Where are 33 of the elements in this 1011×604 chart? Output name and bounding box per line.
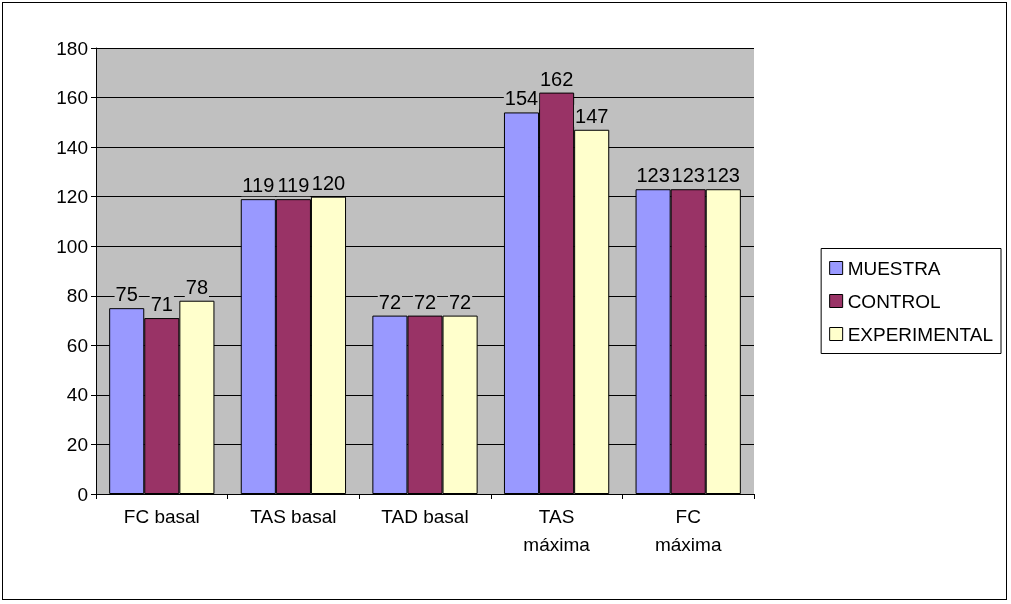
legend-label: EXPERIMENTAL <box>847 323 994 345</box>
x-tick-label: FC basal <box>123 505 200 527</box>
y-tick-label: 160 <box>56 87 88 109</box>
data-label: 72 <box>378 290 402 313</box>
data-label: 123 <box>671 164 705 187</box>
data-label: 75 <box>115 283 138 306</box>
x-tick-label: TAD basal <box>381 505 469 527</box>
y-tick-label: 140 <box>56 136 88 158</box>
data-label: 72 <box>413 290 437 313</box>
data-label: 154 <box>504 87 539 110</box>
y-tick-label: 180 <box>56 37 88 59</box>
y-tick-label: 40 <box>66 384 88 406</box>
x-tick-label: TAS máxima <box>523 505 591 555</box>
x-tick-label: FC máxima <box>654 505 722 555</box>
data-label: 72 <box>448 290 472 313</box>
y-tick-label: 120 <box>56 186 88 208</box>
y-tick-label: 60 <box>66 334 88 356</box>
y-tick-label: 80 <box>66 285 88 307</box>
data-label: 162 <box>539 67 574 90</box>
y-tick-label: 20 <box>66 433 88 455</box>
y-tick-label: 0 <box>77 483 88 505</box>
legend-label: CONTROL <box>847 290 941 312</box>
data-label: 78 <box>185 275 209 298</box>
data-label: 147 <box>575 104 609 127</box>
data-label: 123 <box>706 164 740 187</box>
data-label: 119 <box>277 174 310 197</box>
data-label: 71 <box>150 293 173 316</box>
data-label: 120 <box>311 171 346 194</box>
legend-label: MUESTRA <box>847 257 941 279</box>
y-tick-label: 100 <box>56 235 88 257</box>
x-tick-label: TAS basal <box>250 505 337 527</box>
data-label: 119 <box>242 174 275 197</box>
data-label: 123 <box>636 164 670 187</box>
